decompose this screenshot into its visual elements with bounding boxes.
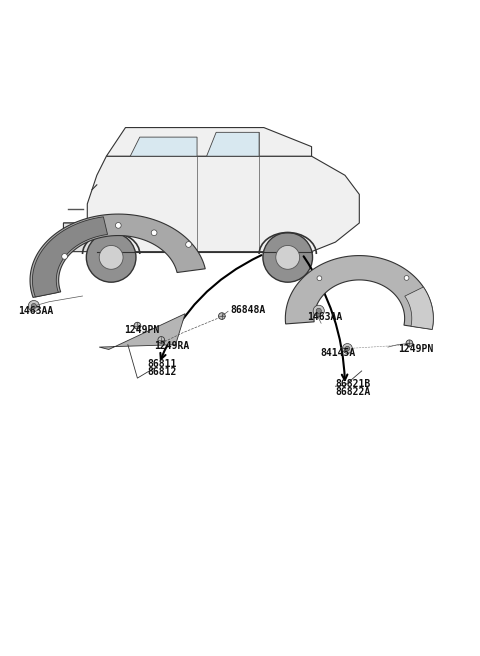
Polygon shape	[107, 127, 312, 156]
Polygon shape	[130, 137, 197, 156]
Text: 86848A: 86848A	[230, 305, 266, 315]
Text: 1249PN: 1249PN	[124, 325, 160, 335]
Polygon shape	[206, 133, 259, 156]
Text: 86811: 86811	[147, 359, 176, 369]
Polygon shape	[33, 217, 108, 297]
Circle shape	[276, 245, 300, 270]
Circle shape	[218, 313, 225, 319]
Text: 86821B: 86821B	[336, 379, 371, 389]
Circle shape	[317, 276, 322, 281]
Circle shape	[404, 276, 409, 280]
Text: 1249PN: 1249PN	[398, 344, 434, 354]
Circle shape	[31, 304, 36, 308]
Text: 86812: 86812	[147, 367, 176, 377]
Circle shape	[28, 300, 39, 312]
Polygon shape	[99, 314, 185, 350]
Polygon shape	[63, 156, 360, 252]
Circle shape	[313, 305, 324, 316]
Circle shape	[342, 344, 352, 354]
Text: 1249RA: 1249RA	[154, 341, 189, 351]
Circle shape	[62, 254, 68, 259]
Text: 1463AA: 1463AA	[18, 306, 53, 316]
Circle shape	[406, 340, 413, 346]
Text: 1463AA: 1463AA	[307, 312, 342, 321]
Polygon shape	[405, 287, 433, 329]
Circle shape	[86, 233, 136, 282]
Circle shape	[151, 230, 157, 236]
Circle shape	[316, 308, 321, 314]
Circle shape	[263, 233, 312, 282]
Circle shape	[116, 222, 121, 228]
Circle shape	[99, 245, 123, 270]
Circle shape	[186, 241, 192, 247]
Polygon shape	[63, 223, 97, 252]
Circle shape	[158, 337, 165, 343]
Polygon shape	[30, 214, 205, 297]
Circle shape	[134, 322, 141, 329]
Polygon shape	[285, 256, 433, 329]
Text: 86822A: 86822A	[336, 387, 371, 397]
Text: 84145A: 84145A	[320, 348, 355, 358]
Circle shape	[345, 346, 349, 351]
